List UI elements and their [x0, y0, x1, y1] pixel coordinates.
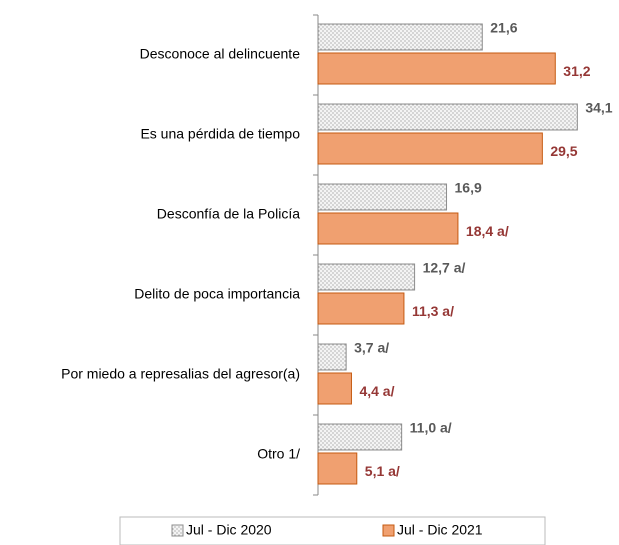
category-label: Delito de poca importancia — [134, 286, 300, 302]
legend-label: Jul - Dic 2021 — [397, 522, 483, 538]
value-label: 29,5 — [550, 143, 577, 159]
value-label: 4,4 a/ — [359, 383, 394, 399]
bar — [317, 132, 543, 165]
legend-box — [119, 516, 546, 545]
legend-label: Jul - Dic 2020 — [186, 522, 272, 538]
value-label: 16,9 — [455, 180, 482, 196]
category-label: Es una pérdida de tiempo — [140, 126, 300, 142]
bar — [317, 292, 405, 325]
value-label: 31,2 — [563, 63, 590, 79]
value-label: 5,1 a/ — [365, 463, 400, 479]
category-label: Desconoce al delincuente — [140, 46, 301, 62]
value-label: 18,4 a/ — [466, 223, 509, 239]
category-label: Otro 1/ — [257, 446, 300, 462]
bar — [317, 52, 556, 85]
bar — [317, 372, 352, 405]
legend-swatch — [382, 524, 395, 537]
bar — [317, 212, 459, 245]
category-label: Por miedo a represalias del agresor(a) — [61, 366, 300, 382]
value-label: 21,6 — [490, 20, 517, 36]
value-label: 11,0 a/ — [410, 420, 452, 436]
value-label: 34,1 — [585, 100, 612, 116]
bar — [317, 183, 448, 211]
category-label: Desconfía de la Policía — [157, 206, 300, 222]
value-label: 3,7 a/ — [354, 340, 389, 356]
value-label: 12,7 a/ — [423, 260, 466, 276]
bar — [317, 103, 578, 131]
bar — [317, 343, 347, 371]
bar — [317, 452, 358, 485]
bar — [317, 23, 483, 51]
bar — [317, 423, 403, 451]
legend-swatch — [171, 524, 184, 537]
bar — [317, 263, 416, 291]
value-label: 11,3 a/ — [412, 303, 454, 319]
